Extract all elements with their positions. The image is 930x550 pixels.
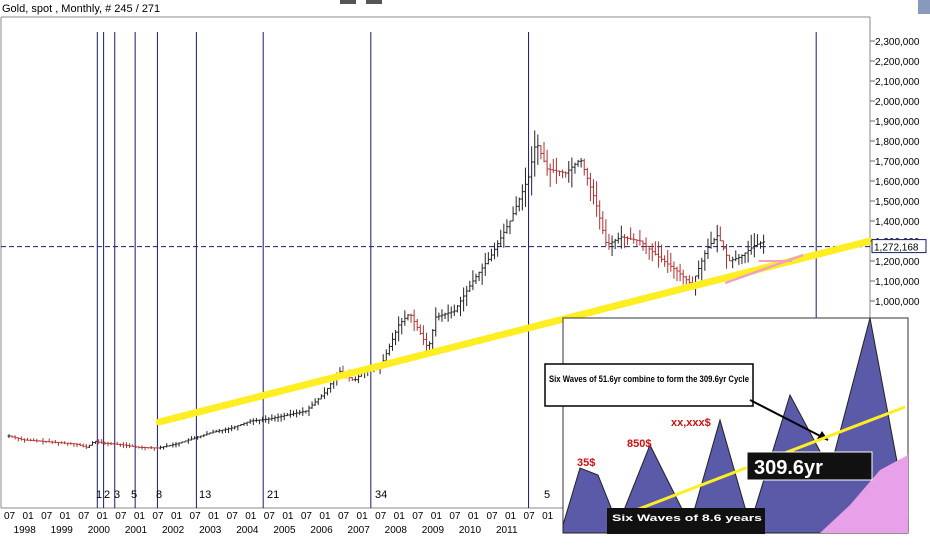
y-tick-label: 2,100,000 bbox=[875, 77, 920, 88]
x-month-label: 07 bbox=[190, 511, 202, 522]
x-year-label: 2001 bbox=[125, 525, 148, 536]
x-month-label: 07 bbox=[301, 511, 313, 522]
y-tick-label: 2,200,000 bbox=[875, 57, 920, 68]
inset-bottom-box bbox=[607, 508, 765, 534]
x-month-label: 07 bbox=[375, 511, 387, 522]
x-month-label: 07 bbox=[524, 511, 536, 522]
cycle-label: 2 bbox=[104, 489, 110, 501]
x-month-label: 01 bbox=[357, 511, 369, 522]
x-year-label: 2009 bbox=[422, 525, 445, 536]
x-year-label: 2004 bbox=[236, 525, 259, 536]
cycle-label: 3 bbox=[114, 489, 120, 501]
x-month-label: 07 bbox=[227, 511, 239, 522]
x-year-label: 2010 bbox=[459, 525, 482, 536]
x-month-label: 01 bbox=[97, 511, 109, 522]
cycle-label: 5 bbox=[131, 489, 137, 501]
cycle-label: 34 bbox=[375, 489, 387, 501]
x-month-label: 07 bbox=[41, 511, 53, 522]
x-month-label: 01 bbox=[208, 511, 220, 522]
x-year-label: 2006 bbox=[310, 525, 333, 536]
y-tick-label: 1,400,000 bbox=[875, 217, 920, 228]
inset-pink-region bbox=[820, 455, 908, 533]
x-month-label: 01 bbox=[60, 511, 72, 522]
y-tick-label: 1,800,000 bbox=[875, 137, 920, 148]
y-tick-label: 1,700,000 bbox=[875, 157, 920, 168]
current-price-box bbox=[871, 239, 927, 254]
cycle-label: 21 bbox=[267, 489, 279, 501]
x-year-label: 1998 bbox=[14, 525, 37, 536]
x-month-label: 01 bbox=[282, 511, 294, 522]
cycle-label: 8 bbox=[156, 489, 162, 501]
x-month-label: 07 bbox=[78, 511, 90, 522]
x-month-label: 01 bbox=[245, 511, 257, 522]
x-month-label: 01 bbox=[319, 511, 331, 522]
inset-callout-text: Six Waves of 51.6yr combine to form the … bbox=[549, 374, 749, 385]
x-month-label: 07 bbox=[338, 511, 350, 522]
x-month-label: 01 bbox=[542, 511, 554, 522]
x-month-label: 01 bbox=[431, 511, 443, 522]
x-month-label: 01 bbox=[171, 511, 183, 522]
inset-cycle-box bbox=[746, 451, 873, 481]
cycle-label: 13 bbox=[199, 489, 211, 501]
cycle-label: 5 bbox=[544, 489, 550, 501]
title-bar bbox=[0, 0, 930, 16]
y-tick-label: 1,100,000 bbox=[875, 277, 920, 288]
y-tick-label: 2,000,000 bbox=[875, 97, 920, 108]
y-tick-label: 1,600,000 bbox=[875, 177, 920, 188]
current-price-label: 1,272,168 bbox=[874, 243, 919, 254]
x-year-label: 2000 bbox=[88, 525, 111, 536]
x-year-label: 2011 bbox=[496, 525, 518, 536]
x-year-label: 2003 bbox=[199, 525, 222, 536]
x-month-label: 01 bbox=[505, 511, 517, 522]
x-month-label: 01 bbox=[394, 511, 406, 522]
x-month-label: 01 bbox=[468, 511, 480, 522]
x-month-label: 07 bbox=[152, 511, 164, 522]
x-year-label: 2005 bbox=[273, 525, 296, 536]
y-tick-label: 1,000,000 bbox=[875, 297, 920, 308]
y-tick-label: 1,200,000 bbox=[875, 257, 920, 268]
x-year-label: 2007 bbox=[348, 525, 371, 536]
y-tick-label: 1,900,000 bbox=[875, 117, 920, 128]
inset-callout-box bbox=[544, 363, 754, 407]
x-year-label: 1999 bbox=[51, 525, 74, 536]
x-month-label: 01 bbox=[23, 511, 35, 522]
inset-cycle-label: 309.6yr bbox=[754, 457, 823, 479]
toolbar-button[interactable] bbox=[340, 0, 356, 4]
inset-label-35: 35$ bbox=[577, 457, 595, 469]
chart-title: Gold, spot , Monthly, # 245 / 271 bbox=[2, 3, 160, 15]
x-month-label: 07 bbox=[449, 511, 461, 522]
x-month-label: 07 bbox=[4, 511, 16, 522]
inset-label-850: 850$ bbox=[627, 438, 651, 450]
y-tick-label: 1,500,000 bbox=[875, 197, 920, 208]
pink-trend-line bbox=[724, 253, 804, 285]
x-month-label: 07 bbox=[115, 511, 127, 522]
inset-label-xx: xx,xxx$ bbox=[671, 417, 711, 429]
x-year-label: 2002 bbox=[162, 525, 185, 536]
inset-bottom-label: Six Waves of 8.6 years bbox=[612, 513, 762, 523]
x-month-label: 07 bbox=[486, 511, 498, 522]
x-month-label: 01 bbox=[134, 511, 146, 522]
window-corner-icon[interactable] bbox=[918, 0, 930, 14]
inset-callout-arrow bbox=[749, 399, 829, 441]
cycle-label: 1 bbox=[96, 489, 102, 501]
yellow-trend-line bbox=[155, 237, 874, 426]
x-month-label: 07 bbox=[412, 511, 424, 522]
toolbar-button[interactable] bbox=[366, 0, 382, 4]
x-month-label: 07 bbox=[264, 511, 276, 522]
x-year-label: 2008 bbox=[385, 525, 408, 536]
y-tick-label: 2,300,000 bbox=[875, 37, 920, 48]
